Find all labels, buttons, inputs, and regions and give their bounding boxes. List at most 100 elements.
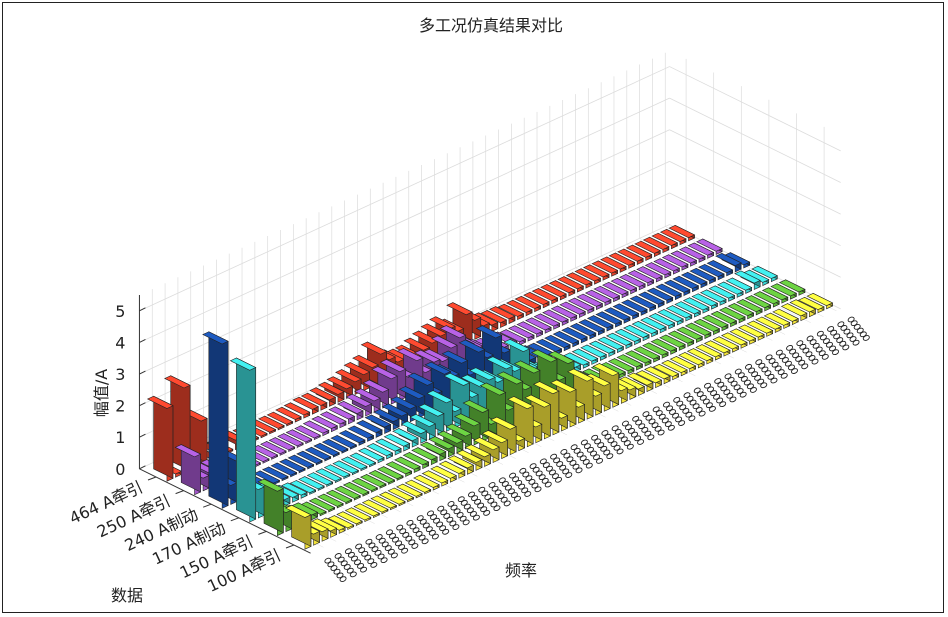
bar-top: [202, 331, 229, 345]
bar-top: [407, 372, 435, 386]
frequency-tick-mark: [385, 529, 393, 536]
bar-top: [612, 303, 640, 317]
frequency-tick-mark: [832, 349, 840, 356]
bar-top: [744, 295, 772, 309]
bar-top: [441, 350, 469, 364]
frequency-tick-mark: [494, 489, 502, 496]
frequency-tick-mark: [707, 386, 715, 393]
frequency-tick-mark: [790, 368, 798, 374]
frequency-tick-mark: [723, 389, 731, 395]
bar-top: [778, 279, 806, 293]
frequency-tick-mark: [392, 536, 400, 543]
frequency-tick-mark: [703, 382, 711, 389]
bar-top: [330, 435, 358, 449]
frequency-tick-mark: [459, 515, 467, 522]
bar-top: [351, 478, 379, 491]
bar-top: [657, 309, 684, 323]
bar-top: [549, 379, 577, 393]
frequency-tick-mark: [430, 514, 438, 520]
bar-top: [532, 381, 560, 395]
bar-top: [755, 316, 782, 330]
frequency-tick-mark: [472, 514, 480, 521]
frequency-tick-mark: [593, 454, 601, 461]
frequency-tick-mark: [497, 493, 505, 499]
frequency-tick-mark: [627, 428, 635, 434]
grid-line-floor: [318, 385, 491, 471]
x-axis-label: 频率: [505, 561, 537, 580]
frequency-tick-mark: [837, 321, 845, 328]
frequency-tick-mark: [778, 353, 786, 360]
frequency-tick-mark: [667, 424, 675, 431]
bar-top: [409, 413, 436, 427]
frequency-tick-mark: [833, 333, 841, 340]
frequency-tick-mark: [655, 410, 663, 416]
frequency-tick-mark: [340, 560, 348, 567]
bar-top: [719, 307, 746, 320]
frequency-tick-mark: [480, 506, 488, 513]
bar-top: [345, 393, 373, 407]
bar-top: [734, 270, 761, 284]
bar-top: [636, 266, 663, 280]
bar-top: [366, 443, 394, 457]
frequency-tick-mark: [409, 523, 417, 530]
frequency-tick-mark: [395, 540, 403, 547]
bar-top: [642, 342, 669, 356]
bar-top: [304, 446, 332, 460]
z-tick-label: 1: [115, 428, 125, 447]
frequency-tick-mark: [716, 397, 724, 404]
bar-top: [600, 256, 627, 270]
bar-top: [680, 271, 708, 285]
frequency-tick-mark: [635, 419, 643, 426]
grid-line-floor: [229, 427, 401, 513]
frequency-tick-mark: [411, 543, 419, 549]
grid-line-floor: [306, 391, 478, 477]
frequency-tick-mark: [384, 545, 392, 551]
frequency-tick-mark: [512, 476, 520, 483]
bar-top: [507, 396, 534, 410]
frequency-tick-mark: [623, 440, 631, 446]
frequency-tick-mark: [539, 458, 547, 465]
bar-top: [506, 299, 533, 313]
bar-top: [659, 228, 687, 242]
frequency-tick-mark: [457, 496, 465, 503]
frequency-tick-mark: [453, 508, 461, 515]
frequency-tick-mark: [538, 474, 546, 481]
bar-top: [623, 324, 650, 338]
bar-top: [344, 507, 372, 521]
bar-top: [676, 326, 703, 340]
bar-top: [317, 493, 344, 507]
frequency-tick-mark: [621, 420, 629, 427]
frequency-tick-mark: [795, 356, 803, 362]
frequency-tick-mark: [840, 325, 848, 331]
frequency-tick-mark: [491, 485, 499, 492]
frequency-tick-mark: [525, 475, 533, 482]
bar-top: [488, 306, 516, 320]
bar-top: [548, 351, 575, 365]
bar-top: [638, 291, 665, 305]
frequency-tick-mark: [811, 358, 819, 365]
frequency-tick-mark: [657, 429, 665, 436]
frequency-tick-mark: [708, 406, 716, 412]
bar-top: [277, 433, 304, 447]
bar-top: [340, 456, 368, 470]
frequency-tick-mark: [344, 548, 352, 555]
frequency-tick-mark: [474, 498, 482, 505]
frequency-tick-mark: [740, 376, 748, 382]
frequency-tick-mark: [689, 399, 697, 406]
frequency-tick-mark: [610, 441, 618, 447]
bar-top: [535, 338, 563, 352]
frequency-tick-mark: [784, 360, 792, 367]
bar-top: [574, 268, 602, 282]
bar-top: [634, 240, 661, 254]
z-axis: 0 1 2 3 4 5: [115, 302, 146, 479]
bar-top: [706, 260, 734, 274]
bar-top: [411, 330, 439, 344]
bar-top: [429, 316, 456, 330]
frequency-tick-mark: [757, 378, 765, 385]
bar-top: [650, 338, 678, 352]
bar-top: [684, 322, 712, 336]
frequency-tick-mark: [415, 531, 423, 537]
frequency-tick-mark: [327, 561, 335, 568]
frequency-tick-mark: [852, 339, 860, 346]
frequency-tick-labels: [324, 316, 870, 582]
